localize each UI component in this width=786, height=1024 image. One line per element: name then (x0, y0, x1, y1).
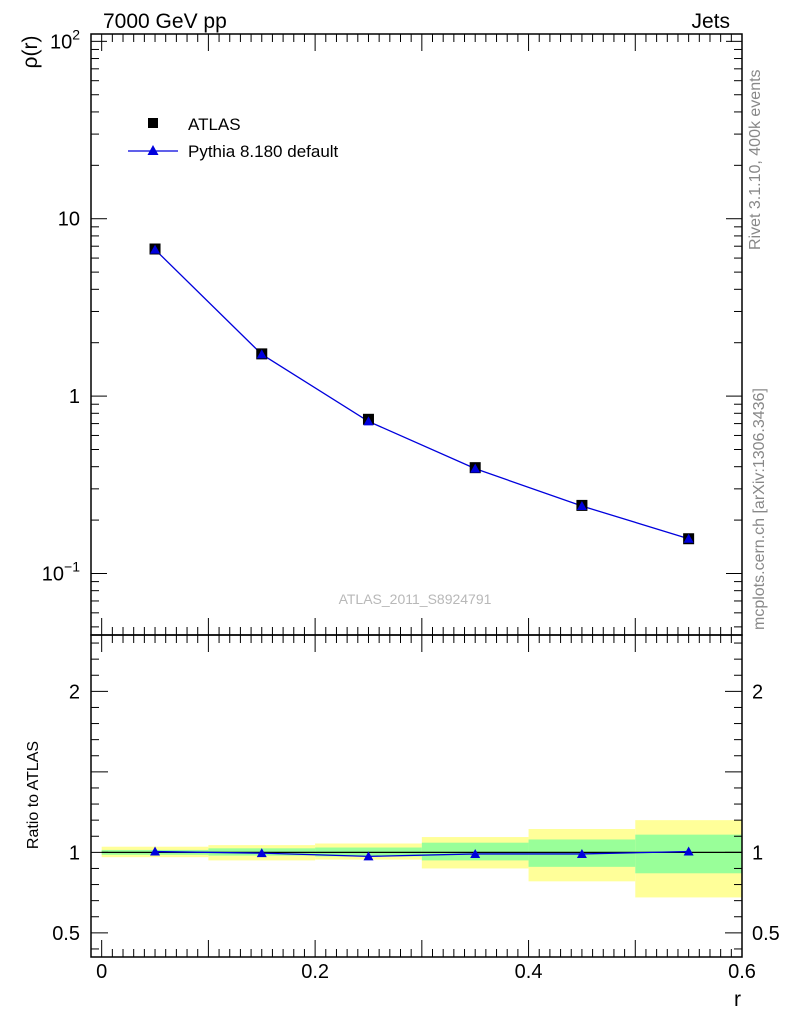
ratio-y-tick-label-right: 1 (752, 842, 763, 864)
pythia-point (576, 501, 587, 511)
ratio-point (470, 848, 481, 858)
ratio-series-layer (150, 846, 694, 861)
ratio-frame (90, 634, 743, 958)
main-y-tick-base: 10 (50, 31, 72, 53)
main-y-tick-label: 1 (69, 386, 80, 408)
legend-atlas-marker (148, 118, 158, 128)
ratio-y-axis-title: Ratio to ATLAS (25, 741, 42, 849)
pythia-point (683, 533, 694, 543)
watermark-label: ATLAS_2011_S8924791 (339, 591, 492, 607)
pythia-point (470, 463, 481, 473)
main-y-tick-label: 10−1 (42, 558, 80, 585)
header-right-label: Jets (691, 10, 730, 33)
main-y-axis-title: ρ(r) (19, 36, 42, 69)
main-y-tick-label: 10 (58, 209, 80, 231)
legend-pythia-marker (147, 145, 159, 155)
ratio-y-tick-label: 1 (69, 842, 80, 864)
pythia-point (150, 244, 161, 254)
ratio-y-tick-label: 2 (69, 681, 80, 703)
ratio-y-tick-label: 0.5 (52, 923, 80, 945)
legend-atlas-label: ATLAS (188, 115, 241, 134)
ratio-point (256, 848, 267, 858)
header-left-label: 7000 GeV pp (103, 10, 227, 33)
main-y-tick-label: 102 (50, 26, 80, 53)
ratio-y-tick-label-right: 2 (752, 681, 763, 703)
ratio-point (363, 851, 374, 861)
pythia-line (154, 249, 689, 540)
pythia-point (256, 349, 267, 359)
x-tick-label: 0 (96, 961, 107, 983)
x-tick-label: 0.2 (301, 961, 329, 983)
main-series-layer (149, 243, 695, 545)
ratio-point (150, 846, 161, 856)
ratio-y-tick-label-right: 0.5 (752, 923, 780, 945)
rivet-version-label: Rivet 3.1.10, 400k events (747, 69, 764, 250)
ratio-line (155, 850, 689, 858)
x-tick-label: 0.4 (515, 961, 543, 983)
main-y-tick-base: 10 (42, 563, 64, 585)
legend-pythia-label: Pythia 8.180 default (188, 142, 339, 161)
ratio-point (576, 848, 587, 858)
ratio-point (683, 846, 694, 856)
x-axis-title: r (734, 988, 741, 1011)
ratio-bands-layer (101, 820, 742, 898)
pythia-point (363, 416, 374, 426)
legend: ATLAS Pythia 8.180 default (128, 115, 339, 161)
mcplots-label: mcplots.cern.ch [arXiv:1306.3436] (751, 388, 768, 630)
ratio-ticks-layer: 0 0.2 0.4 0.6 0.5 0.5 1 1 2 2 (52, 635, 780, 983)
main-y-tick-exponent: 2 (72, 26, 80, 42)
main-y-tick-exponent: −1 (64, 558, 80, 574)
x-tick-label: 0.6 (728, 961, 756, 983)
